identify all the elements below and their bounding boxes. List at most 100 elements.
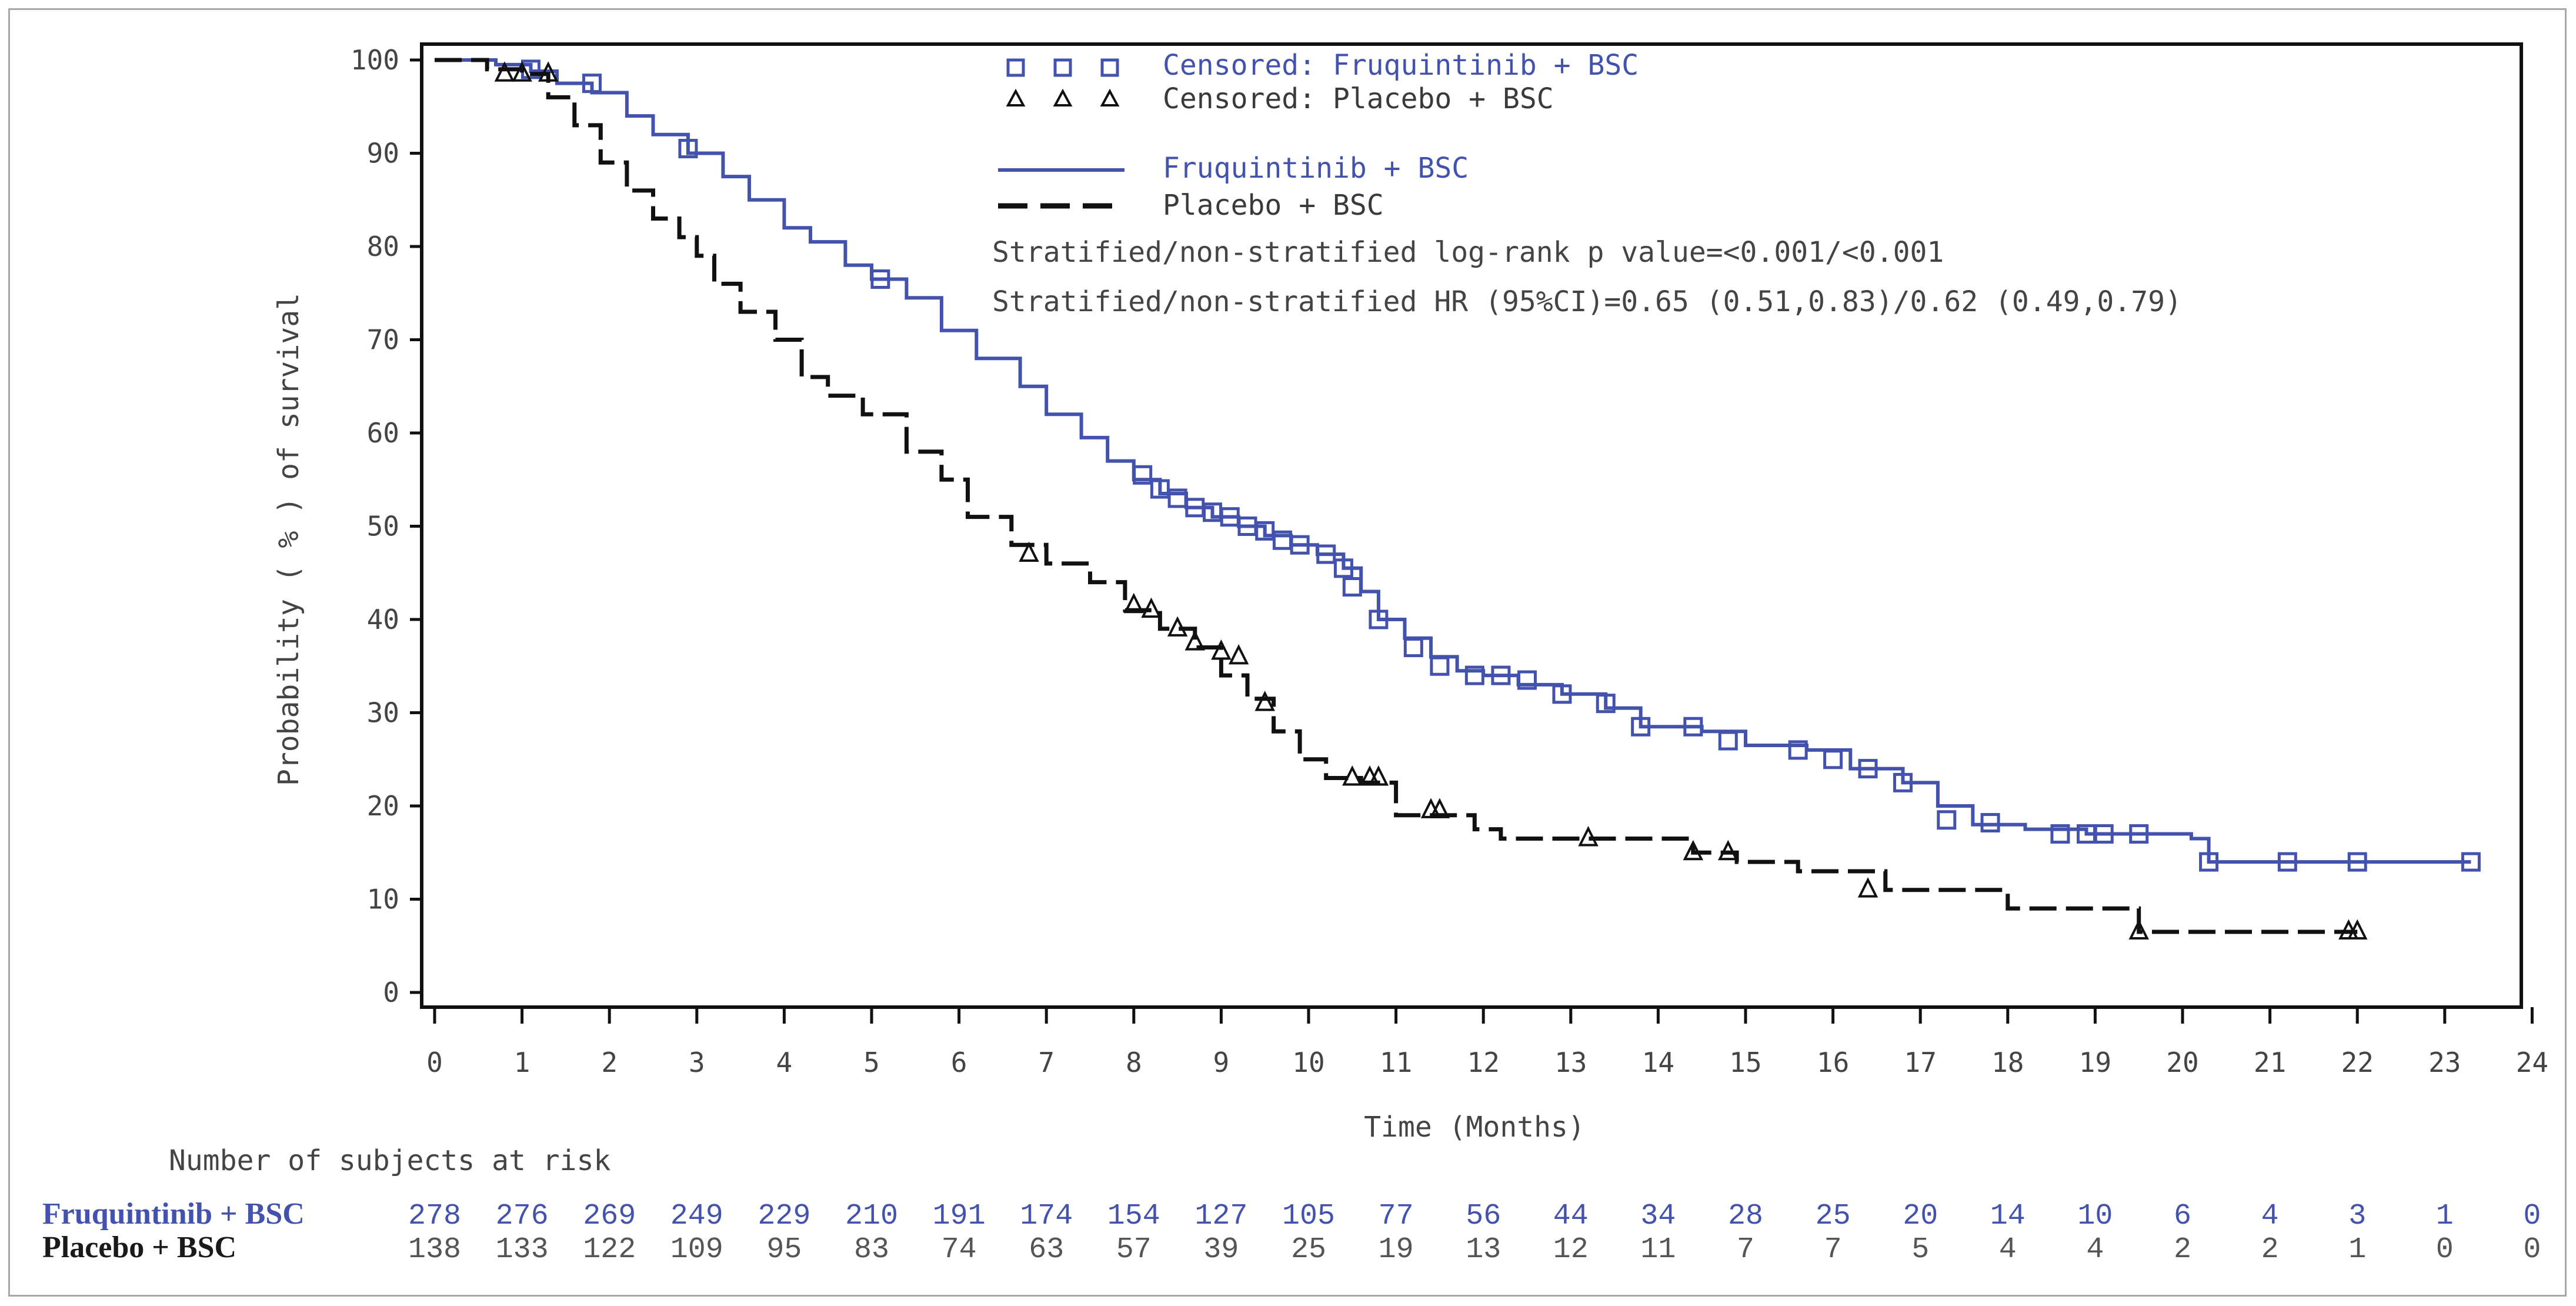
censor-mark-placebo xyxy=(1019,541,1039,562)
x-tick-label: 23 xyxy=(2428,1047,2461,1078)
x-tick-label: 10 xyxy=(1292,1047,1324,1078)
censor-mark-fruquintinib xyxy=(1290,535,1310,555)
risk-value-fruq: 174 xyxy=(1020,1200,1073,1233)
censor-mark-fruquintinib xyxy=(1464,665,1484,685)
risk-value-placebo: 39 xyxy=(1203,1233,1239,1267)
censor-mark-fruquintinib xyxy=(1596,694,1616,714)
censor-mark-fruquintinib xyxy=(1683,717,1703,737)
censor-mark-fruquintinib xyxy=(1491,665,1511,685)
censor-mark-fruquintinib xyxy=(1893,772,1913,792)
risk-value-placebo: 7 xyxy=(1824,1233,1842,1267)
fruquintinib-curve xyxy=(435,58,2471,864)
legend-triangle-marker xyxy=(1053,88,1073,106)
risk-value-fruq: 44 xyxy=(1553,1200,1589,1233)
logrank-annotation: Stratified/non-stratified log-rank p val… xyxy=(992,236,1944,269)
censor-mark-placebo xyxy=(1578,826,1599,847)
risk-value-placebo: 4 xyxy=(1999,1233,2017,1267)
censor-mark-fruquintinib xyxy=(1133,465,1153,485)
risk-value-fruq: 249 xyxy=(670,1200,723,1233)
x-tick-label: 14 xyxy=(1642,1047,1674,1078)
risk-value-placebo: 11 xyxy=(1640,1233,1676,1267)
risk-value-placebo: 2 xyxy=(2261,1233,2279,1267)
censor-mark-fruquintinib xyxy=(1858,759,1878,779)
y-tick-label: 0 xyxy=(383,977,399,1008)
risk-value-placebo: 1 xyxy=(2348,1233,2366,1267)
censor-mark-fruquintinib xyxy=(1937,810,1957,830)
risk-value-placebo: 0 xyxy=(2523,1233,2541,1267)
risk-value-placebo: 83 xyxy=(854,1233,889,1267)
risk-table-values: 278 276 269 249 229 210 191 174 154 127 105 77 56 44 3… xyxy=(408,1200,2541,1267)
censor-mark-fruquintinib xyxy=(1369,609,1389,629)
censor-mark-placebo xyxy=(1342,765,1363,786)
legend-censor-fruq-label: Censored: Fruquintinib + BSC xyxy=(1163,49,1639,82)
legend: Censored: Fruquintinib + BSC Censored: P… xyxy=(992,49,2182,318)
legend-triangle-marker xyxy=(1100,88,1120,106)
risk-value-placebo: 133 xyxy=(496,1233,549,1267)
censor-mark-fruquintinib xyxy=(582,74,602,94)
censor-mark-placebo xyxy=(538,61,559,82)
censor-mark-fruquintinib xyxy=(2129,824,2149,844)
censor-mark-fruquintinib xyxy=(1980,813,2000,833)
censor-mark-fruquintinib xyxy=(2461,852,2481,872)
risk-value-fruq: 1 xyxy=(2436,1200,2454,1233)
y-tick-label: 40 xyxy=(367,604,399,635)
risk-value-placebo: 95 xyxy=(766,1233,802,1267)
legend-censor-placebo-label: Censored: Placebo + BSC xyxy=(1163,82,1554,115)
y-tick-label: 60 xyxy=(367,417,399,449)
censor-mark-fruquintinib xyxy=(2347,852,2367,872)
risk-value-placebo: 4 xyxy=(2086,1233,2104,1267)
risk-value-fruq: 10 xyxy=(2077,1200,2113,1233)
x-tick-label: 4 xyxy=(776,1047,793,1078)
risk-value-fruq: 34 xyxy=(1640,1200,1676,1233)
risk-value-fruq: 25 xyxy=(1816,1200,1851,1233)
censor-mark-placebo xyxy=(1167,616,1188,637)
censor-mark-fruquintinib xyxy=(2050,824,2070,844)
risk-value-fruq: 4 xyxy=(2261,1200,2279,1233)
x-tick-label: 7 xyxy=(1038,1047,1055,1078)
censor-mark-fruquintinib xyxy=(1430,656,1450,676)
x-tick-label: 12 xyxy=(1467,1047,1500,1078)
plot-area-border xyxy=(420,42,2523,1009)
x-tick-label: 19 xyxy=(2079,1047,2111,1078)
legend-triangle-marker xyxy=(1006,88,1026,106)
x-tick-label: 16 xyxy=(1817,1047,1849,1078)
censor-mark-placebo xyxy=(1184,630,1206,651)
x-tick-label: 24 xyxy=(2516,1047,2548,1078)
censor-mark-placebo xyxy=(1123,592,1144,614)
censor-mark-fruquintinib xyxy=(2094,824,2114,844)
risk-row-label-fruq: Fruquintinib + BSC xyxy=(42,1197,305,1231)
legend-placebo-label: Placebo + BSC xyxy=(1163,189,1384,222)
censor-mark-fruquintinib xyxy=(1718,731,1738,751)
risk-value-placebo: 19 xyxy=(1379,1233,1414,1267)
risk-value-fruq: 0 xyxy=(2523,1200,2541,1233)
risk-value-fruq: 105 xyxy=(1282,1200,1335,1233)
y-tick-label: 20 xyxy=(367,790,399,822)
x-tick-label: 11 xyxy=(1380,1047,1412,1078)
risk-value-fruq: 127 xyxy=(1194,1200,1247,1233)
y-tick-label: 10 xyxy=(367,884,399,915)
y-tick-label: 70 xyxy=(367,324,399,356)
risk-value-fruq: 56 xyxy=(1466,1200,1501,1233)
risk-value-fruq: 28 xyxy=(1728,1200,1763,1233)
censor-mark-fruquintinib xyxy=(1342,577,1362,597)
risk-value-placebo: 12 xyxy=(1553,1233,1589,1267)
censor-mark-placebo xyxy=(1857,877,1878,898)
legend-censor-fruq: Censored: Fruquintinib + BSC xyxy=(1006,49,1639,82)
risk-value-fruq: 210 xyxy=(845,1200,898,1233)
censor-mark-placebo xyxy=(1254,691,1275,711)
y-tick-label: 100 xyxy=(351,44,399,76)
censor-mark-fruquintinib xyxy=(1517,670,1537,690)
y-tick-label: 30 xyxy=(367,697,399,729)
risk-value-placebo: 25 xyxy=(1291,1233,1326,1267)
censor-mark-placebo xyxy=(2347,919,2368,939)
hr-annotation: Stratified/non-stratified HR (95%CI)=0.6… xyxy=(992,285,2182,318)
censor-mark-placebo xyxy=(512,61,532,82)
risk-value-placebo: 122 xyxy=(583,1233,636,1267)
censor-mark-fruquintinib xyxy=(1631,717,1651,737)
risk-value-fruq: 269 xyxy=(583,1200,636,1233)
risk-value-fruq: 3 xyxy=(2348,1200,2366,1233)
censor-mark-placebo xyxy=(2128,919,2149,939)
y-tick-label: 80 xyxy=(367,231,399,262)
censor-mark-placebo xyxy=(1141,597,1162,618)
